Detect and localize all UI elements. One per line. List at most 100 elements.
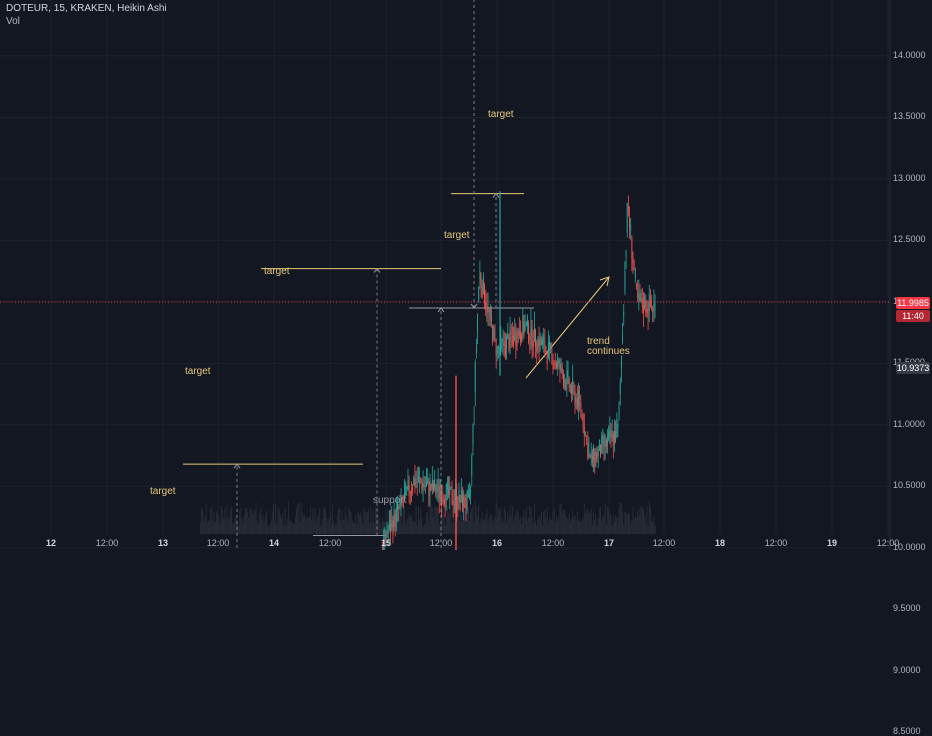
volume-bar-97: [312, 508, 314, 534]
candle-body-216: [450, 486, 452, 490]
candle-body-212: [445, 483, 447, 501]
volume-bar-5: [205, 502, 207, 534]
volume-bar-368: [626, 513, 628, 534]
volume-bar-186: [415, 505, 417, 534]
volume-bar-140: [362, 523, 364, 534]
volume-bar-204: [436, 507, 438, 534]
candle-body-259: [500, 335, 502, 349]
volume-bar-379: [639, 508, 641, 534]
target-label-5: target: [488, 109, 514, 120]
volume-bar-187: [416, 525, 418, 534]
candle-body-345: [600, 445, 601, 458]
volume-bar-148: [371, 521, 373, 534]
volume-bar-318: [568, 513, 570, 534]
candle-body-285: [530, 319, 532, 337]
volume-bar-284: [529, 505, 531, 534]
volume-bar-226: [462, 521, 463, 534]
time-tick-label: 14: [268, 538, 280, 548]
volume-bar-258: [499, 510, 501, 534]
candle-body-359: [616, 423, 618, 438]
volume-bar-84: [297, 504, 299, 534]
candle-body-348: [603, 441, 605, 447]
volume-bar-82: [295, 517, 296, 534]
volume-bar-246: [485, 514, 487, 534]
candle-body-390: [652, 306, 654, 313]
time-tick-label: 15: [380, 538, 392, 548]
volume-bar-13: [214, 522, 216, 534]
volume-bar-215: [449, 511, 451, 534]
candle-body-211: [444, 499, 446, 508]
candle-body-243: [481, 284, 483, 298]
candle-body-281: [525, 322, 527, 326]
measure-arrow-5-tail: [470, 303, 478, 309]
volume-bar-245: [484, 520, 485, 534]
time-tick-label: 16: [491, 538, 503, 548]
candle-body-195: [426, 481, 427, 486]
volume-bar-330: [582, 518, 584, 534]
time-tick-label: 12:00: [318, 538, 342, 548]
volume-bar-77: [289, 521, 291, 534]
volume-bar-296: [543, 511, 545, 534]
volume-bar-302: [550, 519, 552, 534]
volume-bar-59: [268, 526, 270, 534]
price-tick-label: 8.5000: [893, 726, 921, 736]
volume-bar-291: [537, 519, 539, 534]
candle-body-223: [458, 489, 460, 505]
volume-bar-254: [494, 516, 496, 534]
volume-bar-175: [402, 506, 404, 534]
candle-body-344: [598, 440, 600, 451]
volume-bar-353: [609, 514, 611, 534]
candle-body-291: [537, 338, 539, 347]
volume-bar-313: [562, 509, 564, 534]
candle-body-197: [428, 481, 430, 497]
candle-body-365: [623, 311, 625, 318]
volume-bar-73: [284, 506, 286, 534]
measure-arrow-4-head: [437, 307, 445, 313]
volume-bar-126: [346, 516, 347, 534]
candle-body-346: [601, 436, 603, 454]
volume-bar-153: [377, 504, 379, 534]
measure-arrow-2-head: [233, 463, 241, 469]
volume-bar-301: [549, 517, 550, 534]
volume-bar-173: [400, 515, 402, 534]
candle-body-277: [521, 334, 523, 343]
time-tick-label: 18: [714, 538, 726, 548]
candle-body-301: [549, 340, 550, 348]
volume-bar-228: [464, 509, 466, 534]
volume-bar-264: [506, 523, 508, 534]
volume-bar-104: [320, 525, 322, 534]
volume-bar-287: [532, 523, 534, 534]
candle-body-190: [420, 480, 422, 483]
volume-bar-119: [337, 509, 339, 534]
candle-body-391: [653, 303, 655, 310]
candle-body-271: [514, 330, 516, 341]
volume-bar-36: [241, 518, 243, 534]
volume-bar-67: [277, 506, 279, 534]
volume-bar-87: [300, 503, 302, 534]
volume-bar-90: [304, 514, 306, 534]
volume-bar-304: [552, 512, 554, 534]
volume-bar-289: [535, 521, 537, 534]
candle-body-199: [430, 484, 432, 490]
candle-body-305: [553, 364, 555, 366]
candle-body-287: [532, 341, 534, 348]
price-tick-label: 10.0000: [893, 541, 926, 552]
volume-bar-247: [486, 509, 488, 534]
volume-bar-378: [638, 515, 640, 534]
volume-bar-320: [571, 518, 572, 534]
volume-bar-83: [296, 508, 298, 534]
volume-bar-24: [227, 516, 229, 534]
volume-bar-206: [438, 523, 440, 534]
candle-body-324: [575, 397, 577, 403]
candle-body-184: [413, 477, 415, 486]
volume-bar-340: [594, 519, 596, 534]
volume-bar-387: [648, 500, 650, 534]
candle-body-347: [602, 435, 604, 443]
candle-body-231: [467, 490, 469, 498]
volume-bar-229: [465, 514, 467, 534]
price-chart[interactable]: [0, 0, 932, 550]
measure-arrow-3-head: [373, 267, 381, 273]
volume-bar-88: [301, 511, 303, 534]
candle-body-380: [640, 293, 642, 302]
candle-body-378: [638, 292, 640, 300]
